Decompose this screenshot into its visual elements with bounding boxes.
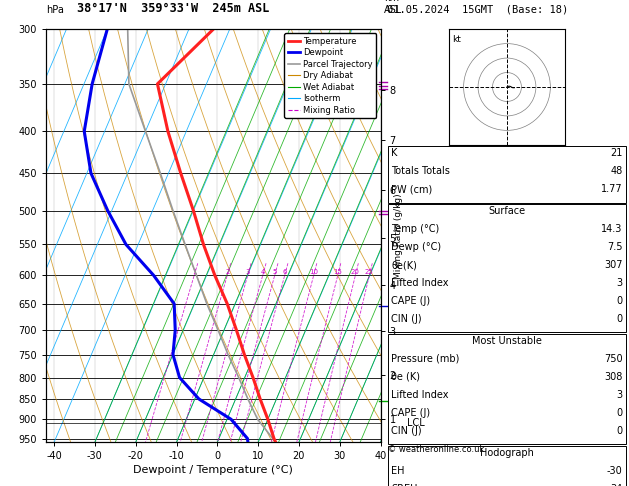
- Text: Dewp (°C): Dewp (°C): [391, 242, 442, 252]
- Text: 0: 0: [616, 408, 623, 418]
- Text: 3: 3: [245, 269, 250, 276]
- Text: LCL: LCL: [408, 418, 425, 428]
- Text: © weatheronline.co.uk: © weatheronline.co.uk: [388, 445, 484, 454]
- Text: θe(K): θe(K): [391, 260, 417, 270]
- X-axis label: Dewpoint / Temperature (°C): Dewpoint / Temperature (°C): [133, 466, 293, 475]
- Text: Lifted Index: Lifted Index: [391, 278, 448, 288]
- Text: CAPE (J): CAPE (J): [391, 296, 430, 306]
- Text: θe (K): θe (K): [391, 372, 420, 382]
- Text: 6: 6: [282, 269, 287, 276]
- Text: 34: 34: [611, 484, 623, 486]
- Text: 4: 4: [260, 269, 265, 276]
- Text: 1: 1: [192, 269, 196, 276]
- Text: CAPE (J): CAPE (J): [391, 408, 430, 418]
- Text: Lifted Index: Lifted Index: [391, 390, 448, 400]
- Text: kt: kt: [452, 35, 461, 44]
- Text: 21: 21: [610, 148, 623, 158]
- Text: -30: -30: [607, 466, 623, 476]
- Text: Most Unstable: Most Unstable: [472, 336, 542, 346]
- Text: 0: 0: [616, 426, 623, 436]
- Text: Surface: Surface: [488, 206, 526, 216]
- Text: 750: 750: [604, 354, 623, 364]
- Text: 308: 308: [604, 372, 623, 382]
- Text: PW (cm): PW (cm): [391, 184, 433, 194]
- Text: 20: 20: [351, 269, 360, 276]
- Text: Hodograph: Hodograph: [480, 448, 534, 458]
- Text: K: K: [391, 148, 398, 158]
- Text: Totals Totals: Totals Totals: [391, 166, 450, 176]
- Text: CIN (J): CIN (J): [391, 314, 422, 324]
- Text: hPa: hPa: [46, 4, 64, 15]
- Text: 5: 5: [272, 269, 277, 276]
- Text: 14.3: 14.3: [601, 224, 623, 234]
- Text: Pressure (mb): Pressure (mb): [391, 354, 460, 364]
- Text: 15: 15: [333, 269, 342, 276]
- Text: 7.5: 7.5: [607, 242, 623, 252]
- Text: Mixing Ratio (g/kg): Mixing Ratio (g/kg): [394, 193, 403, 278]
- Text: km
ASL: km ASL: [384, 0, 402, 15]
- Text: 307: 307: [604, 260, 623, 270]
- Text: 01.05.2024  15GMT  (Base: 18): 01.05.2024 15GMT (Base: 18): [387, 4, 568, 15]
- Text: 38°17'N  359°33'W  245m ASL: 38°17'N 359°33'W 245m ASL: [77, 1, 270, 15]
- Text: 2: 2: [225, 269, 230, 276]
- Text: CIN (J): CIN (J): [391, 426, 422, 436]
- Text: 48: 48: [611, 166, 623, 176]
- Text: SREH: SREH: [391, 484, 418, 486]
- Legend: Temperature, Dewpoint, Parcel Trajectory, Dry Adiabat, Wet Adiabat, Isotherm, Mi: Temperature, Dewpoint, Parcel Trajectory…: [284, 34, 376, 118]
- Text: 3: 3: [616, 278, 623, 288]
- Text: 3: 3: [616, 390, 623, 400]
- Text: 1.77: 1.77: [601, 184, 623, 194]
- Text: 0: 0: [616, 296, 623, 306]
- Text: 0: 0: [616, 314, 623, 324]
- Text: 10: 10: [309, 269, 318, 276]
- Text: 25: 25: [365, 269, 374, 276]
- Text: EH: EH: [391, 466, 404, 476]
- Text: Temp (°C): Temp (°C): [391, 224, 440, 234]
